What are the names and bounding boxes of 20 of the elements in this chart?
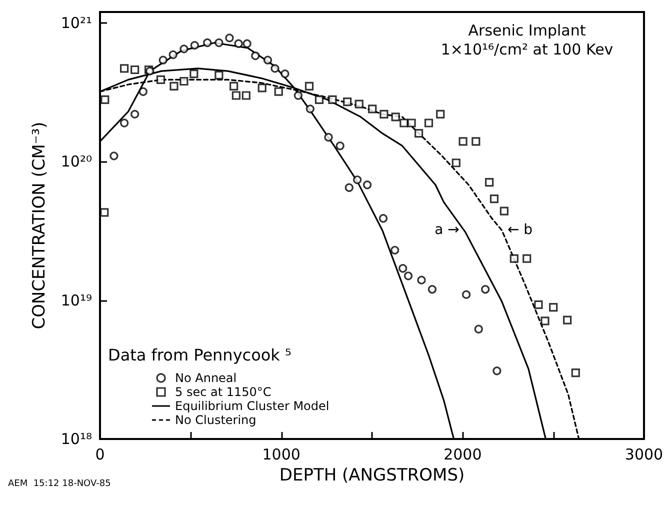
annotation: a → xyxy=(434,222,460,238)
y-axis-title: CONCENTRATION (CM⁻³) xyxy=(30,122,50,330)
text: Arsenic Implant xyxy=(468,22,586,40)
legend-label: Equilibrium Cluster Model xyxy=(175,399,330,413)
legend-label: 5 sec at 1150°C xyxy=(175,385,272,399)
x-tick-label: 2000 xyxy=(444,446,482,464)
x-tick-label: 3000 xyxy=(624,446,664,464)
text: AEM 15:12 18-NOV-85 xyxy=(8,479,111,489)
legend-label: No Anneal xyxy=(175,371,237,385)
y-tick-label: 10¹⁸ xyxy=(60,430,92,448)
legend-label: No Clustering xyxy=(175,413,256,427)
y-tick-label: 10²¹ xyxy=(60,14,92,32)
text: 1×10¹⁶/cm² at 100 Kev xyxy=(440,40,614,58)
legend-title: Data from Pennycook ⁵ xyxy=(108,346,292,364)
x-tick-label: 0 xyxy=(95,446,105,464)
y-tick-label: 10¹⁹ xyxy=(60,291,92,310)
y-tick-label: 10²⁰ xyxy=(60,152,92,171)
x-tick-label: 1000 xyxy=(262,446,300,464)
x-axis-title: DEPTH (ANGSTROMS) xyxy=(279,466,465,486)
annotation: ← b xyxy=(507,222,533,238)
